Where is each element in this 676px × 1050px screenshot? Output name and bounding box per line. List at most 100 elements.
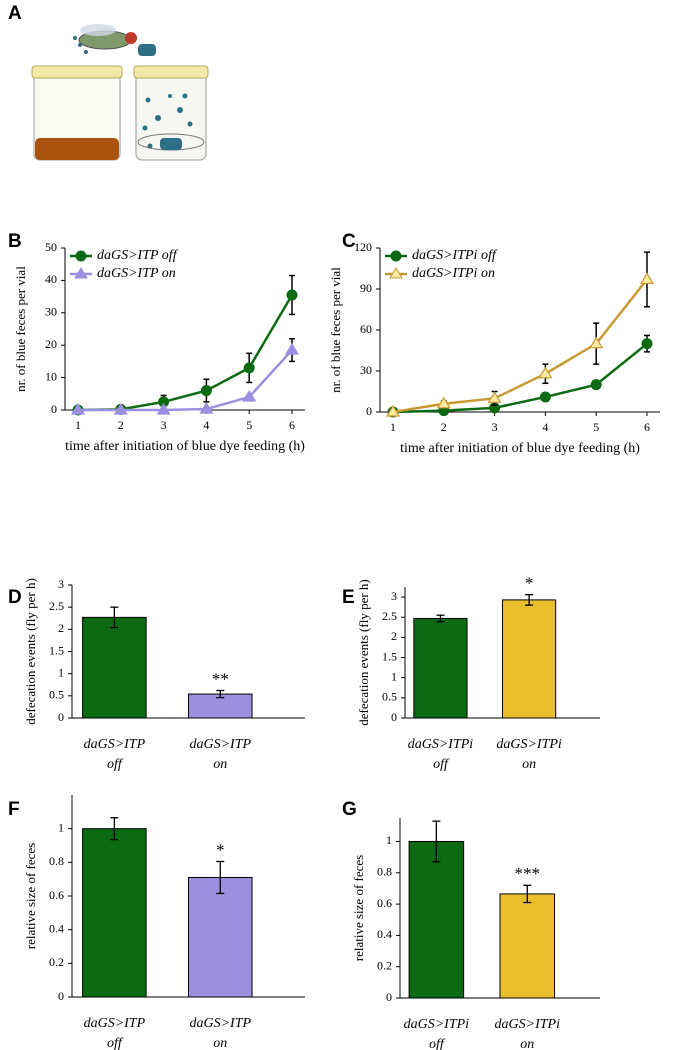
y-tick-label: 1.5	[382, 649, 397, 663]
x-tick-label: 4	[203, 418, 209, 432]
bar	[408, 840, 465, 999]
bar	[413, 617, 468, 719]
x-tick-label: 5	[593, 420, 599, 434]
y-tick-label: 1.5	[49, 643, 64, 657]
marker	[487, 391, 502, 403]
x-tick-label: daGS>ITPi	[496, 737, 562, 752]
bar	[502, 599, 557, 719]
y-tick-label: 50	[45, 240, 57, 254]
y-tick-label: 2	[391, 629, 397, 643]
y-tick-label: 0	[366, 404, 372, 418]
y-tick-label: 1	[386, 833, 392, 847]
y-tick-label: 1	[58, 665, 64, 679]
y-tick-label: 0.8	[49, 854, 64, 868]
x-tick-label: on	[213, 757, 227, 772]
y-tick-label: 0	[391, 710, 397, 724]
x-tick-label: off	[429, 1037, 446, 1050]
x-tick-label: daGS>ITP	[189, 1016, 251, 1031]
x-tick-label: daGS>ITPi	[495, 1017, 561, 1032]
bar	[499, 893, 556, 999]
x-tick-label: 2	[118, 418, 124, 432]
panel-label: G	[342, 799, 357, 820]
x-axis-label: time after initiation of blue dye feedin…	[65, 439, 305, 454]
marker	[538, 366, 553, 379]
y-tick-label: 0	[386, 990, 392, 1004]
marker	[199, 401, 214, 414]
feces-dots	[142, 93, 193, 149]
marker	[641, 338, 653, 350]
series-line	[78, 349, 293, 412]
y-tick-label: 2.5	[49, 599, 64, 613]
y-tick-label: 0.4	[377, 927, 392, 941]
fly-wing	[80, 24, 116, 36]
marker	[385, 404, 401, 417]
legend-marker	[74, 267, 88, 279]
x-tick-label: off	[107, 1036, 124, 1050]
y-tick-label: 0.2	[49, 955, 64, 969]
marker	[436, 396, 451, 409]
illustration	[31, 24, 209, 161]
y-tick-label: 10	[45, 369, 57, 383]
y-tick-label: 1	[391, 669, 397, 683]
y-tick-label: 3	[58, 577, 64, 591]
marker	[539, 391, 551, 403]
marker	[200, 385, 212, 397]
significance: *	[216, 840, 225, 859]
panel-label: D	[8, 587, 22, 608]
y-tick-label: 0.8	[377, 865, 392, 879]
x-tick-label: 3	[161, 418, 167, 432]
vial-lid	[133, 65, 209, 79]
marker	[284, 342, 300, 355]
y-tick-label: 90	[360, 281, 372, 295]
y-axis-label: relative size of feces	[23, 843, 38, 949]
marker	[156, 402, 171, 415]
legend-marker	[390, 250, 402, 262]
y-tick-label: 30	[45, 305, 57, 319]
x-tick-label: 1	[75, 418, 81, 432]
y-tick-label: 0.2	[377, 958, 392, 972]
legend-label: daGS>ITP on	[97, 266, 176, 281]
x-tick-label: on	[213, 1036, 227, 1050]
x-tick-label: 1	[390, 420, 396, 434]
y-axis-label: relative size of feces	[351, 855, 366, 961]
y-axis-label: nr. of blue feces per vial	[328, 267, 343, 393]
x-tick-label: on	[522, 757, 536, 772]
x-tick-label: 5	[246, 418, 252, 432]
bar	[82, 828, 147, 998]
x-tick-label: off	[433, 757, 450, 772]
x-tick-label: off	[107, 757, 124, 772]
fly-eye	[125, 32, 137, 44]
x-tick-label: 6	[289, 418, 295, 432]
panel-label: E	[342, 587, 355, 608]
y-axis-label: defecation events (fly per h)	[356, 579, 371, 726]
significance: **	[212, 669, 229, 688]
significance: *	[525, 574, 534, 593]
y-tick-label: 1	[58, 820, 64, 834]
dye-disc	[138, 44, 156, 56]
legend-label: daGS>ITPi off	[412, 248, 498, 263]
x-tick-label: 3	[492, 420, 498, 434]
series-line	[77, 294, 294, 412]
y-tick-label: 0	[58, 710, 64, 724]
marker	[70, 402, 86, 415]
x-tick-label: daGS>ITP	[189, 737, 251, 752]
x-tick-label: daGS>ITP	[84, 737, 146, 752]
y-tick-label: 40	[45, 272, 57, 286]
marker	[639, 272, 655, 285]
y-tick-label: 2.5	[382, 609, 397, 623]
marker	[590, 379, 602, 391]
x-tick-label: 4	[542, 420, 548, 434]
x-tick-label: on	[520, 1037, 534, 1050]
y-tick-label: 0.4	[49, 921, 64, 935]
panel-label: A	[8, 3, 22, 24]
legend-label: daGS>ITP off	[97, 248, 179, 263]
x-tick-label: 2	[441, 420, 447, 434]
bar	[188, 876, 253, 998]
marker	[589, 336, 604, 349]
y-tick-label: 0.5	[382, 690, 397, 704]
feces-dots	[73, 36, 88, 54]
marker	[242, 389, 257, 402]
marker	[243, 362, 255, 374]
y-axis-label: defecation events (fly per h)	[23, 578, 38, 725]
x-axis-label: time after initiation of blue dye feedin…	[400, 441, 640, 456]
